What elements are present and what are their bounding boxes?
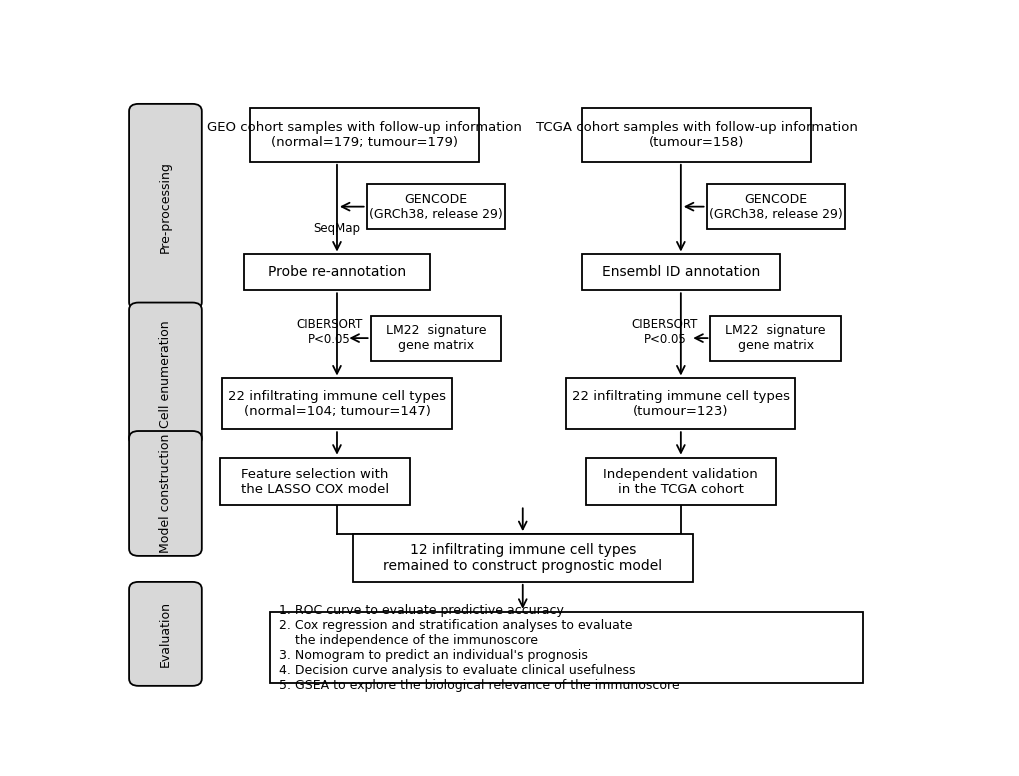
Bar: [244, 255, 429, 290]
FancyBboxPatch shape: [129, 431, 202, 556]
Text: Pre-processing: Pre-processing: [159, 161, 172, 252]
Text: Independent validation
in the TCGA cohort: Independent validation in the TCGA cohor…: [603, 467, 757, 496]
Bar: [370, 316, 500, 361]
Text: Probe re-annotation: Probe re-annotation: [268, 265, 406, 279]
Bar: [706, 184, 844, 229]
Text: CIBERSORT
P<0.05: CIBERSORT P<0.05: [296, 318, 362, 346]
Bar: [222, 379, 451, 429]
Text: GEO cohort samples with follow-up information
(normal=179; tumour=179): GEO cohort samples with follow-up inform…: [207, 121, 522, 149]
Bar: [250, 108, 479, 162]
Bar: [353, 534, 692, 582]
Bar: [366, 184, 504, 229]
Bar: [566, 379, 795, 429]
Text: Cell enumeration: Cell enumeration: [159, 320, 172, 428]
Text: CIBERSORT
P<0.05: CIBERSORT P<0.05: [631, 318, 698, 346]
Bar: [585, 458, 774, 505]
Text: TCGA cohort samples with follow-up information
(tumour=158): TCGA cohort samples with follow-up infor…: [535, 121, 857, 149]
Text: 1. ROC curve to evaluate predictive accuracy
2. Cox regression and stratificatio: 1. ROC curve to evaluate predictive accu…: [279, 604, 680, 691]
Text: 22 infiltrating immune cell types
(tumour=123): 22 infiltrating immune cell types (tumou…: [572, 390, 789, 417]
Text: Ensembl ID annotation: Ensembl ID annotation: [601, 265, 759, 279]
Bar: [270, 611, 862, 684]
Text: LM22  signature
gene matrix: LM22 signature gene matrix: [725, 324, 825, 352]
Bar: [710, 316, 840, 361]
Text: LM22  signature
gene matrix: LM22 signature gene matrix: [385, 324, 486, 352]
Text: 12 infiltrating immune cell types
remained to construct prognostic model: 12 infiltrating immune cell types remain…: [383, 543, 661, 573]
Bar: [220, 458, 410, 505]
Text: GENCODE
(GRCh38, release 29): GENCODE (GRCh38, release 29): [369, 192, 502, 220]
Text: Feature selection with
the LASSO COX model: Feature selection with the LASSO COX mod…: [240, 467, 388, 496]
Text: 22 infiltrating immune cell types
(normal=104; tumour=147): 22 infiltrating immune cell types (norma…: [228, 390, 445, 417]
Text: SeqMap: SeqMap: [313, 222, 360, 234]
Text: Evaluation: Evaluation: [159, 601, 172, 667]
Text: GENCODE
(GRCh38, release 29): GENCODE (GRCh38, release 29): [708, 192, 842, 220]
FancyBboxPatch shape: [129, 582, 202, 686]
Bar: [582, 108, 810, 162]
Text: Model construction: Model construction: [159, 434, 172, 553]
Bar: [582, 255, 779, 290]
FancyBboxPatch shape: [129, 104, 202, 310]
FancyBboxPatch shape: [129, 303, 202, 445]
